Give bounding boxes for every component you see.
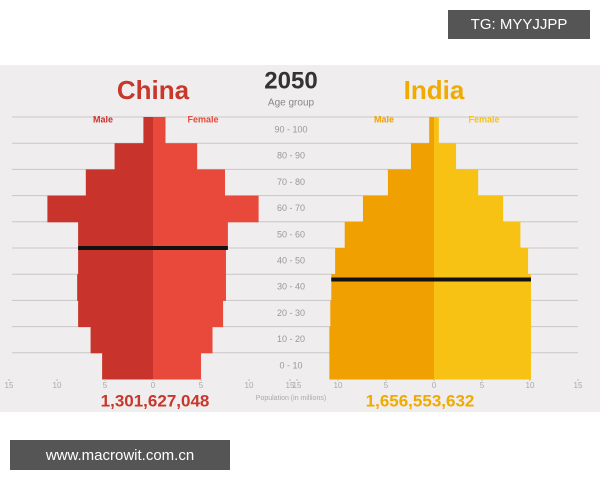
bar <box>329 352 434 380</box>
country-title: China <box>117 75 190 105</box>
age-label: 80 - 90 <box>277 151 305 161</box>
x-tick-label: 0 <box>432 381 437 390</box>
age-label: 20 - 30 <box>277 308 305 318</box>
x-tick-label: 10 <box>334 381 343 390</box>
bar <box>344 221 434 249</box>
x-tick-label: 5 <box>199 381 204 390</box>
bar <box>85 169 153 197</box>
x-tick-label: 0 <box>151 381 156 390</box>
series-label: Female <box>187 114 218 124</box>
bar <box>153 248 226 275</box>
bar <box>90 326 153 354</box>
age-label: 90 - 100 <box>274 124 307 134</box>
x-tick-label: 10 <box>526 381 535 390</box>
watermark: TG: MYYJJPP <box>471 16 568 33</box>
bar <box>77 274 153 301</box>
total-population: 1,656,553,632 <box>366 391 475 410</box>
x-tick-label: 15 <box>293 381 302 390</box>
bar <box>434 300 531 328</box>
x-tick-label: 10 <box>53 381 62 390</box>
bar <box>329 326 434 354</box>
bar <box>387 169 434 197</box>
x-tick-label: 10 <box>245 381 254 390</box>
bar <box>434 221 521 249</box>
x-tick-label: 5 <box>480 381 485 390</box>
bar <box>410 143 434 170</box>
total-population: 1,301,627,048 <box>101 391 210 410</box>
bar <box>434 117 439 144</box>
series-label: Male <box>93 114 113 124</box>
age-axis-label: Age group <box>268 98 315 109</box>
bar <box>78 248 153 275</box>
country-title: India <box>404 75 465 105</box>
age-label: 70 - 80 <box>277 177 305 187</box>
bar <box>434 143 457 170</box>
bar <box>434 326 531 354</box>
bar <box>362 195 434 223</box>
bar <box>153 169 225 197</box>
bar <box>153 221 228 249</box>
age-label: 30 - 40 <box>277 282 305 292</box>
watermark: www.macrowit.com.cn <box>45 447 194 464</box>
bar <box>429 117 434 144</box>
age-label: 0 - 10 <box>279 360 302 370</box>
bar <box>102 352 153 380</box>
bar <box>153 326 213 354</box>
year-title: 2050 <box>264 67 317 94</box>
bar <box>153 274 226 301</box>
bar <box>78 300 153 328</box>
x-tick-label: 15 <box>5 381 14 390</box>
bar <box>434 169 479 197</box>
x-tick-label: 5 <box>103 381 108 390</box>
watermark-box <box>10 440 230 470</box>
bar <box>153 300 224 328</box>
bar <box>330 300 434 328</box>
bar <box>114 143 153 170</box>
x-axis-label: Population (in millions) <box>256 395 326 402</box>
x-tick-label: 15 <box>286 381 295 390</box>
x-tick-label: 5 <box>384 381 389 390</box>
bar <box>434 195 504 223</box>
bar <box>153 117 166 144</box>
bar <box>335 248 434 275</box>
series-label: Female <box>468 114 499 124</box>
bar <box>78 221 153 249</box>
age-label: 40 - 50 <box>277 255 305 265</box>
watermark-box <box>448 10 590 39</box>
bar <box>47 195 153 223</box>
age-label: 50 - 60 <box>277 229 305 239</box>
bar <box>153 143 198 170</box>
bar <box>153 352 201 380</box>
bar <box>434 248 529 275</box>
series-label: Male <box>374 114 394 124</box>
bar <box>434 352 531 380</box>
bar <box>143 117 153 144</box>
age-label: 60 - 70 <box>277 203 305 213</box>
bar <box>153 195 259 223</box>
x-tick-label: 15 <box>574 381 583 390</box>
age-label: 10 - 20 <box>277 334 305 344</box>
